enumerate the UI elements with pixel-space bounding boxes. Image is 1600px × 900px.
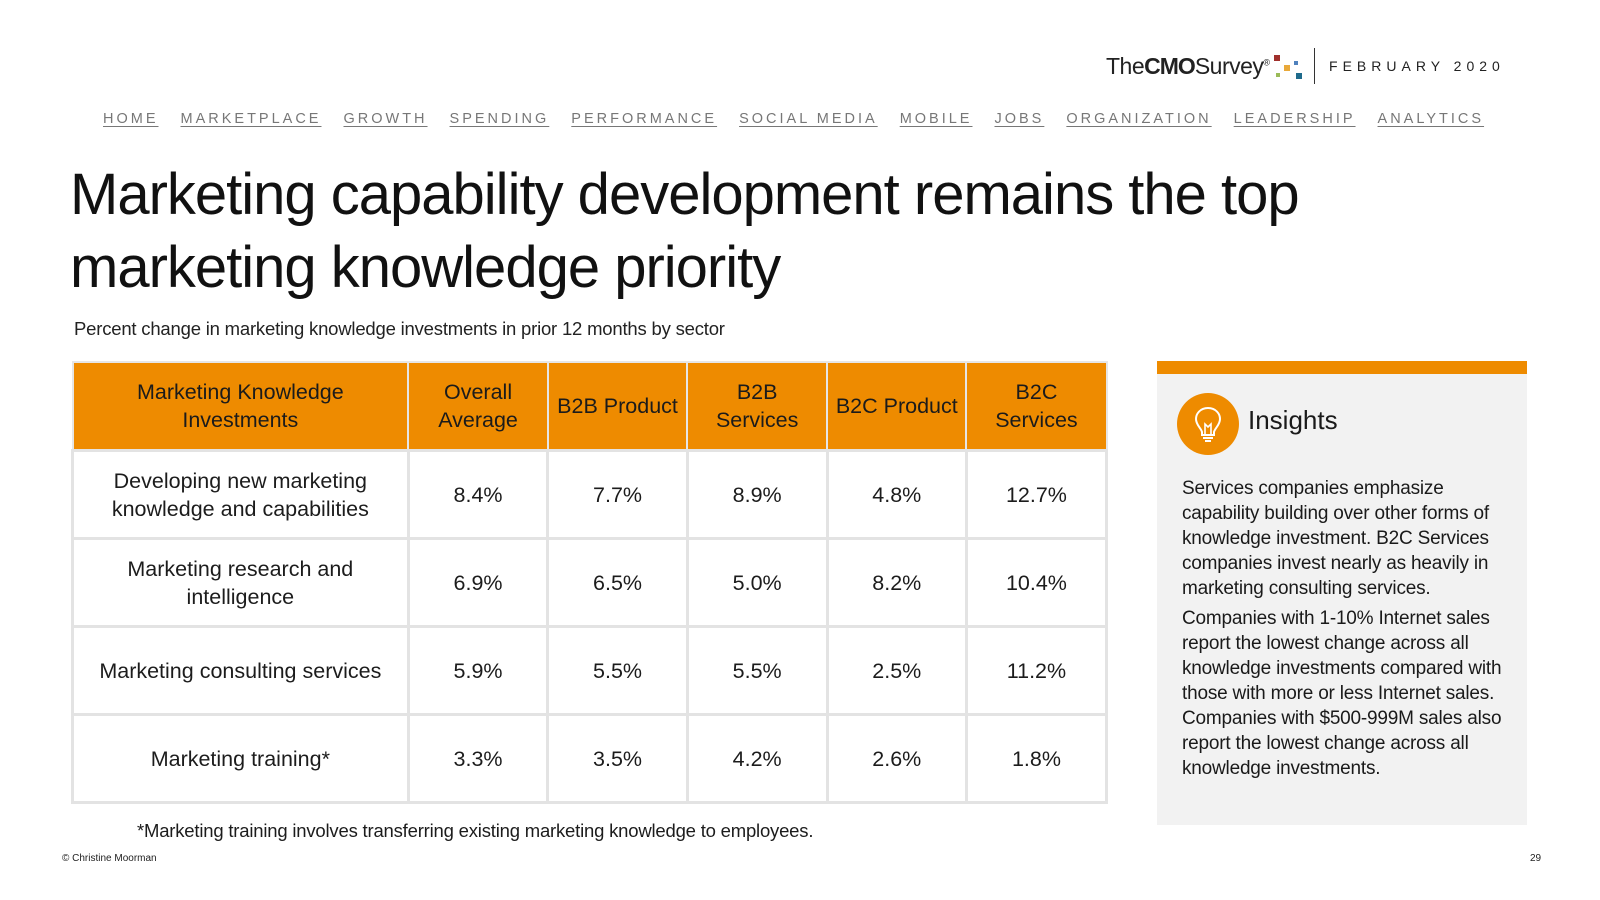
table-cell: 8.2% <box>825 537 968 628</box>
header-overall-average: Overall Average <box>407 361 549 452</box>
table-row: Marketing training* 3.3% 3.5% 4.2% 2.6% … <box>71 713 1109 804</box>
insights-body: Services companies emphasize capability … <box>1182 476 1512 786</box>
header-b2c-product: B2C Product <box>826 361 968 452</box>
table-cell: 6.5% <box>546 537 689 628</box>
top-navigation: HOME MARKETPLACE GROWTH SPENDING PERFORM… <box>103 111 1503 127</box>
nav-growth[interactable]: GROWTH <box>343 111 428 127</box>
nav-spending[interactable]: SPENDING <box>449 111 550 127</box>
cmo-survey-logo[interactable]: TheCMOSurvey® <box>1106 53 1270 80</box>
table-cell: 11.2% <box>964 625 1109 716</box>
insight-paragraph: Services companies emphasize capability … <box>1182 478 1489 599</box>
page-number: 29 <box>1530 853 1542 864</box>
table-cell: 3.3% <box>406 713 550 804</box>
nav-home[interactable]: HOME <box>103 111 159 127</box>
table-row: Marketing research and intelligence 6.9%… <box>71 537 1109 628</box>
row-label: Developing new marketing knowledge and c… <box>71 449 410 540</box>
header-investments: Marketing Knowledge Investments <box>71 361 410 452</box>
brand-bold: CMO <box>1144 52 1196 79</box>
table-cell: 5.5% <box>546 625 689 716</box>
table-cell: 8.9% <box>685 449 829 540</box>
nav-organization[interactable]: ORGANIZATION <box>1066 111 1212 127</box>
table-row: Developing new marketing knowledge and c… <box>71 449 1109 540</box>
brand-mark: ® <box>1263 56 1270 67</box>
table-cell: 3.5% <box>546 713 689 804</box>
header-divider <box>1313 48 1316 84</box>
brand-prefix: The <box>1106 52 1145 79</box>
table-cell: 5.9% <box>406 625 550 716</box>
table-cell: 2.6% <box>825 713 968 804</box>
table-cell: 6.9% <box>406 537 550 628</box>
lightbulb-icon <box>1177 393 1239 455</box>
nav-performance[interactable]: PERFORMANCE <box>571 111 718 127</box>
logo-dot <box>1295 73 1302 79</box>
copyright: © Christine Moorman <box>62 853 157 864</box>
logo-dots-icon <box>1272 51 1306 81</box>
insights-title: Insights <box>1248 405 1338 435</box>
table-cell: 2.5% <box>825 625 968 716</box>
table-cell: 5.0% <box>685 537 829 628</box>
logo-dot <box>1275 73 1280 77</box>
table-cell: 12.7% <box>964 449 1109 540</box>
table-cell: 7.7% <box>546 449 689 540</box>
logo-dot <box>1293 61 1298 65</box>
nav-social-media[interactable]: SOCIAL MEDIA <box>739 111 878 127</box>
logo-dot <box>1273 55 1280 61</box>
table-cell: 4.2% <box>685 713 829 804</box>
table-cell: 4.8% <box>825 449 968 540</box>
table-footnote: *Marketing training involves transferrin… <box>137 820 814 841</box>
brand-suffix: Survey <box>1194 52 1264 79</box>
table-cell: 10.4% <box>964 537 1109 628</box>
table-cell: 1.8% <box>964 713 1109 804</box>
table-row: Marketing consulting services 5.9% 5.5% … <box>71 625 1109 716</box>
nav-marketplace[interactable]: MARKETPLACE <box>180 111 322 127</box>
row-label: Marketing training* <box>71 713 410 804</box>
page-subtitle: Percent change in marketing knowledge in… <box>74 318 725 339</box>
nav-analytics[interactable]: ANALYTICS <box>1377 111 1485 127</box>
header-b2b-product: B2B Product <box>546 361 689 452</box>
row-label: Marketing research and intelligence <box>71 537 410 628</box>
knowledge-investments-table: Marketing Knowledge Investments Overall … <box>71 361 1109 804</box>
survey-date: FEBRUARY 2020 <box>1329 58 1505 74</box>
table-header-row: Marketing Knowledge Investments Overall … <box>71 361 1108 452</box>
insights-panel: Insights Services companies emphasize ca… <box>1157 361 1527 825</box>
nav-leadership[interactable]: LEADERSHIP <box>1233 111 1356 127</box>
brand-header: TheCMOSurvey® FEBRUARY 2020 <box>1106 46 1505 86</box>
header-b2c-services: B2C Services <box>965 361 1108 452</box>
table-cell: 5.5% <box>685 625 829 716</box>
page-title: Marketing capability development remains… <box>70 162 1300 300</box>
table-cell: 8.4% <box>406 449 550 540</box>
row-label: Marketing consulting services <box>71 625 410 716</box>
nav-mobile[interactable]: MOBILE <box>899 111 973 127</box>
nav-jobs[interactable]: JOBS <box>994 111 1045 127</box>
logo-dot <box>1283 65 1290 71</box>
header-b2b-services: B2B Services <box>686 361 829 452</box>
insight-paragraph: Companies with 1-10% Internet sales repo… <box>1182 608 1502 779</box>
